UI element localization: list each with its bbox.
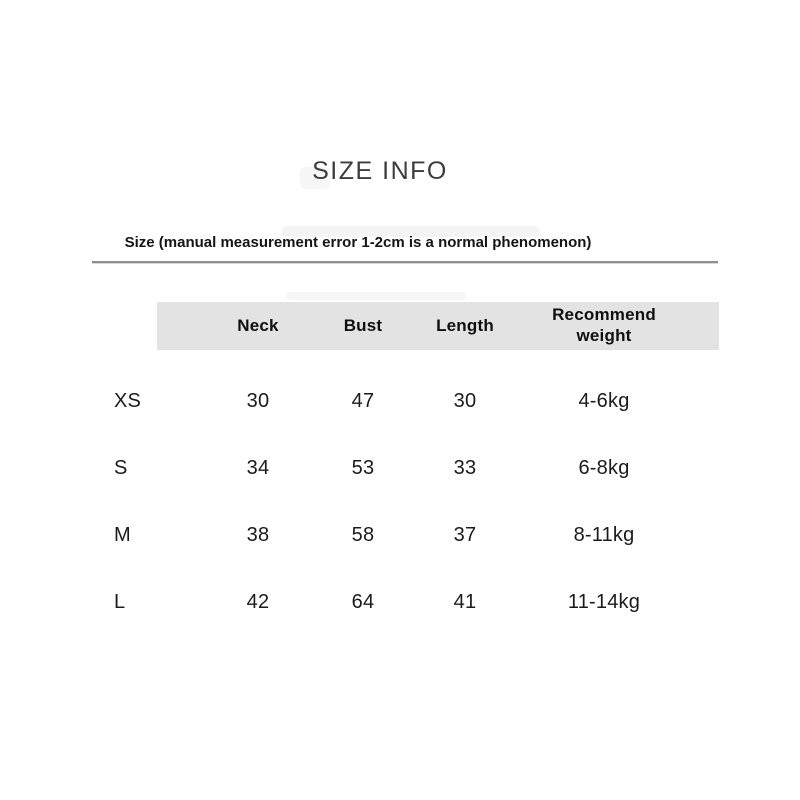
neck-value: 38 <box>246 524 270 546</box>
weight-value: 4-6kg <box>578 390 630 412</box>
size-label: XS <box>114 390 142 412</box>
neck-value: 42 <box>246 591 270 613</box>
size-label: M <box>114 524 131 546</box>
column-header-weight-label: Recommend weight <box>552 305 656 345</box>
bust-value: 53 <box>351 457 375 479</box>
table-header-row: Neck Bust Length Recommend weight <box>90 302 684 350</box>
bust-value: 58 <box>351 524 375 546</box>
column-header-length: Length <box>436 315 494 335</box>
size-table: Neck Bust Length Recommend weight XS 30 … <box>90 302 684 636</box>
weight-value: 6-8kg <box>578 457 630 479</box>
watermark-smudge <box>300 167 330 189</box>
column-header-bust: Bust <box>343 315 383 335</box>
bust-value: 64 <box>351 591 375 613</box>
length-value: 30 <box>453 390 477 412</box>
size-label: S <box>114 457 128 479</box>
divider-line <box>92 261 718 263</box>
watermark-smudge <box>286 292 466 300</box>
bust-value: 47 <box>351 390 375 412</box>
length-value: 37 <box>453 524 477 546</box>
column-header-neck: Neck <box>237 315 279 335</box>
weight-value: 8-11kg <box>573 524 635 546</box>
column-header-weight: Recommend weight <box>524 305 684 346</box>
length-value: 41 <box>453 591 477 613</box>
table-row-m: M 38 58 37 8-11kg <box>90 502 684 569</box>
measurement-note: Size (manual measurement error 1-2cm is … <box>124 234 592 251</box>
table-row-xs: XS 30 47 30 4-6kg <box>90 368 684 435</box>
table-row-l: L 42 64 41 11-14kg <box>90 569 684 636</box>
table-header-band <box>157 302 719 350</box>
weight-value: 11-14kg <box>567 591 641 613</box>
neck-value: 30 <box>246 390 270 412</box>
size-label: L <box>114 591 126 613</box>
table-row-s: S 34 53 33 6-8kg <box>90 435 684 502</box>
length-value: 33 <box>453 457 477 479</box>
watermark-smudge <box>282 226 540 237</box>
page-title: SIZE INFO <box>312 157 448 185</box>
neck-value: 34 <box>246 457 270 479</box>
